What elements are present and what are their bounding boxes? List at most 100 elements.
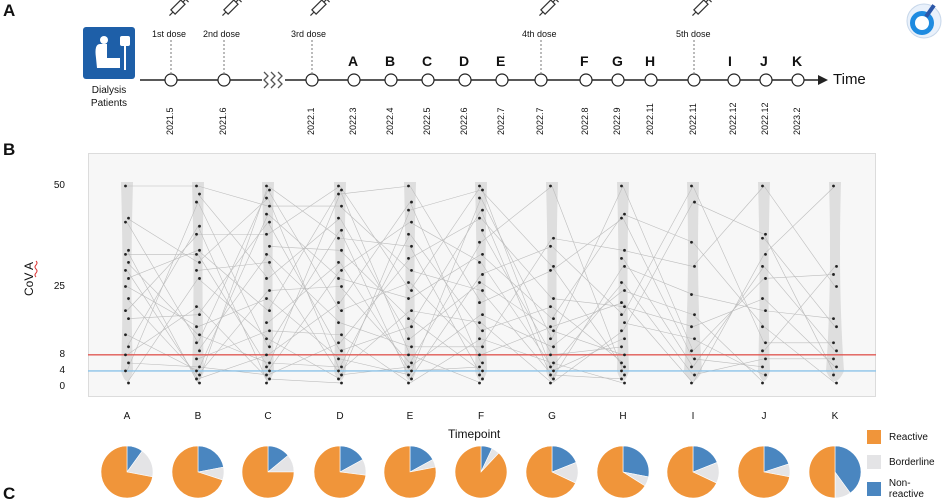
trajectory-line	[197, 185, 269, 384]
timepoint-letter: E	[496, 53, 506, 69]
data-point	[198, 349, 201, 353]
x-axis-label: Timepoint	[448, 427, 501, 441]
pie-slice	[454, 445, 508, 498]
trajectory-line	[622, 306, 694, 327]
data-point	[832, 273, 835, 276]
data-point	[832, 184, 835, 188]
data-point	[127, 381, 130, 385]
trajectory-line	[339, 210, 411, 380]
timeline-node	[791, 73, 805, 87]
dose-label-5: 5th dose	[676, 29, 711, 39]
panel-a-label: A	[3, 1, 16, 20]
trajectory-line	[197, 193, 269, 279]
data-point	[340, 365, 343, 369]
data-point	[407, 337, 410, 341]
dose-label-4: 4th dose	[522, 29, 557, 39]
data-point	[761, 236, 764, 240]
timepoint-letter: I	[728, 53, 732, 69]
data-point	[340, 285, 343, 288]
data-point	[265, 277, 268, 280]
data-point	[268, 260, 271, 264]
data-point	[124, 309, 127, 313]
trajectory-line	[409, 310, 482, 323]
trajectory-line	[126, 362, 199, 368]
trajectory-line	[339, 234, 411, 368]
data-point	[337, 377, 340, 381]
trajectory-line	[622, 218, 694, 359]
x-tick-label: B	[194, 411, 202, 422]
data-point	[268, 188, 271, 192]
trajectory-line	[267, 262, 341, 323]
trajectory-line	[480, 185, 553, 243]
trajectory-line	[409, 242, 482, 364]
violin-shape	[617, 182, 629, 381]
data-point	[265, 337, 268, 341]
trajectory-line	[551, 346, 624, 356]
data-point	[124, 252, 127, 256]
data-point	[478, 353, 481, 357]
trajectory-line	[551, 185, 624, 339]
data-point	[549, 244, 552, 248]
data-point	[337, 184, 340, 188]
timeline-node	[421, 73, 435, 87]
legend-label-reactive: Reactive	[889, 431, 928, 443]
trajectory-line	[551, 217, 624, 271]
timeline-node	[687, 73, 701, 87]
data-point	[481, 289, 484, 292]
data-point	[620, 281, 623, 284]
trajectory-line	[409, 282, 482, 356]
patients-label-2: Patients	[90, 98, 128, 109]
data-point	[268, 244, 271, 248]
data-point	[620, 369, 623, 373]
trajectory-line	[551, 330, 624, 384]
trajectory-line	[267, 362, 341, 368]
trajectory-line	[622, 185, 694, 315]
pie-slice	[666, 445, 717, 498]
trajectory-line	[480, 322, 553, 384]
timepoint-letter: K	[792, 53, 803, 69]
trajectory-line	[339, 334, 411, 384]
data-point	[407, 256, 410, 260]
data-point	[268, 329, 271, 333]
spellcheck-underline	[34, 260, 38, 278]
trajectory-line	[480, 262, 553, 368]
data-point	[195, 305, 198, 308]
timeline-node	[644, 73, 658, 87]
data-point	[407, 373, 410, 377]
trajectory-line	[197, 201, 269, 347]
data-point	[407, 297, 410, 300]
data-point	[623, 381, 626, 385]
data-point	[410, 369, 413, 373]
trajectory-line	[480, 246, 553, 275]
trajectory-line	[622, 282, 694, 376]
trajectory-line	[409, 185, 482, 303]
data-point	[761, 265, 764, 268]
x-tick-label: A	[123, 411, 131, 422]
timeline-node	[534, 73, 548, 87]
trajectory-line	[551, 266, 624, 368]
timeline-node	[347, 73, 361, 87]
trajectory-line	[339, 250, 411, 319]
data-point	[690, 240, 693, 244]
violin-shape	[262, 182, 274, 381]
data-point	[340, 373, 343, 377]
magnifier-icon[interactable]	[903, 0, 943, 44]
data-point	[124, 285, 127, 288]
data-point	[481, 313, 484, 317]
trajectory-line	[409, 254, 482, 299]
trajectory-line	[480, 189, 553, 267]
trajectory-line	[267, 185, 341, 235]
data-point	[478, 365, 481, 369]
dose-label-1: 1st dose	[152, 29, 187, 39]
data-point	[410, 269, 413, 272]
data-point	[764, 277, 767, 280]
trajectory-line	[480, 290, 553, 376]
data-point	[337, 260, 340, 264]
timeline-node	[217, 73, 231, 87]
data-point	[552, 369, 555, 373]
data-point	[552, 265, 555, 268]
trajectory-line	[339, 185, 411, 195]
timeline-node	[458, 73, 472, 87]
timepoint-letter: G	[612, 53, 623, 69]
data-point	[478, 184, 481, 188]
